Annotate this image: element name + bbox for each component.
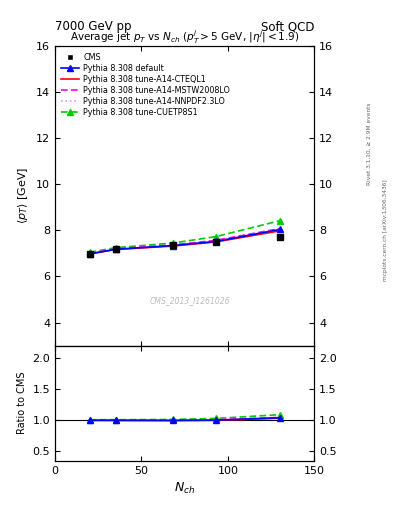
Y-axis label: Ratio to CMS: Ratio to CMS [17, 372, 27, 435]
Y-axis label: $\langle p_T\rangle$ [GeV]: $\langle p_T\rangle$ [GeV] [17, 167, 31, 224]
Text: Soft QCD: Soft QCD [261, 20, 314, 33]
Title: Average jet $p_T$ vs $N_{ch}$ ($p^j_T$$>$5 GeV, $|\eta^j|$$<$1.9): Average jet $p_T$ vs $N_{ch}$ ($p^j_T$$>… [70, 28, 299, 46]
Text: 7000 GeV pp: 7000 GeV pp [55, 20, 132, 33]
Text: mcplots.cern.ch [arXiv:1306.3436]: mcplots.cern.ch [arXiv:1306.3436] [383, 180, 387, 281]
X-axis label: $N_{ch}$: $N_{ch}$ [174, 481, 195, 496]
Text: Rivet 3.1.10, ≥ 2.9M events: Rivet 3.1.10, ≥ 2.9M events [367, 102, 372, 185]
Text: CMS_2013_I1261026: CMS_2013_I1261026 [150, 296, 230, 305]
Legend: CMS, Pythia 8.308 default, Pythia 8.308 tune-A14-CTEQL1, Pythia 8.308 tune-A14-M: CMS, Pythia 8.308 default, Pythia 8.308 … [59, 50, 233, 119]
